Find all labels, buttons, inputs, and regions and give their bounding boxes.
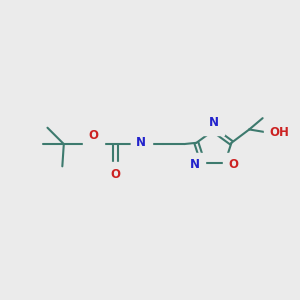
Text: O: O: [88, 129, 98, 142]
Text: N: N: [209, 116, 219, 129]
Text: OH: OH: [270, 126, 290, 139]
Text: O: O: [111, 168, 121, 181]
Text: H: H: [137, 131, 145, 141]
Text: N: N: [136, 136, 146, 149]
Text: O: O: [228, 158, 238, 171]
Text: N: N: [190, 158, 200, 171]
